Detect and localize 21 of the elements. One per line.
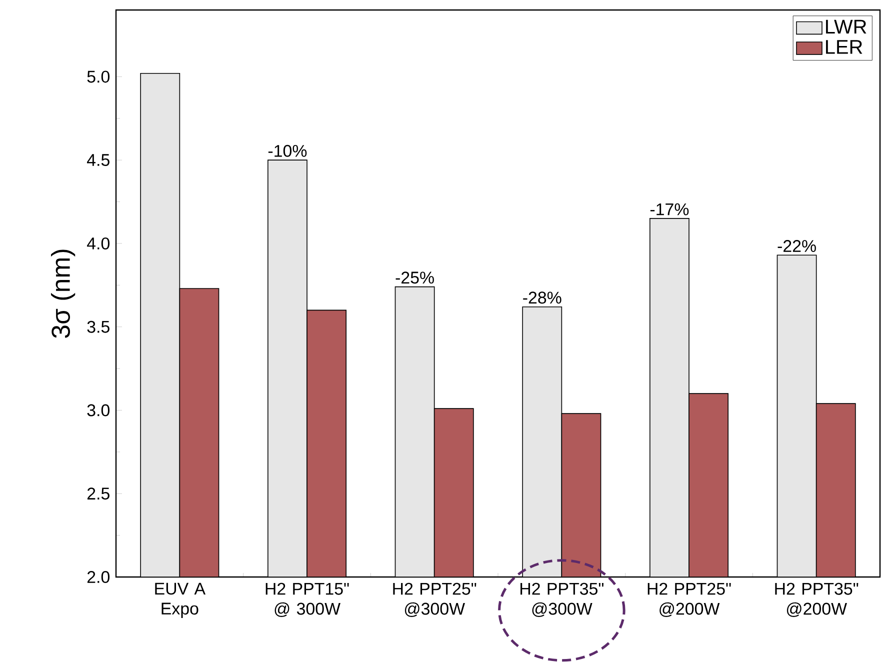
annotation: -10% <box>268 144 307 157</box>
y-tick-label: 2.5 <box>87 488 110 500</box>
x-tick-label: H2 PPT25" @300W <box>393 582 476 617</box>
annotation: -25% <box>396 272 434 284</box>
y-tick-label: 2.0 <box>87 571 110 584</box>
x-tick-label: H2 PPT35" @200W <box>775 582 858 617</box>
annotation: -28% <box>523 292 562 304</box>
y-tick-label: 3.5 <box>87 320 110 333</box>
y-axis-title: 3σ (nm) <box>50 250 76 338</box>
annotation: -17% <box>650 203 689 216</box>
y-tick-label: 4.5 <box>87 154 110 166</box>
x-tick-label: EUV A Expo <box>155 582 206 618</box>
y-tick-label: 4.0 <box>87 237 110 250</box>
y-tick-label: 5.0 <box>87 70 110 83</box>
x-tick-label: H2 PPT35" @300W <box>520 582 604 617</box>
legend-label: LER <box>826 40 862 54</box>
x-tick-label: H2 PPT15" @ 300W <box>266 582 349 617</box>
x-tick-label: H2 PPT25" @200W <box>648 582 731 617</box>
y-tick-label: 3.0 <box>87 404 110 416</box>
annotation: -22% <box>778 240 816 252</box>
legend-label: LWR <box>826 20 866 34</box>
